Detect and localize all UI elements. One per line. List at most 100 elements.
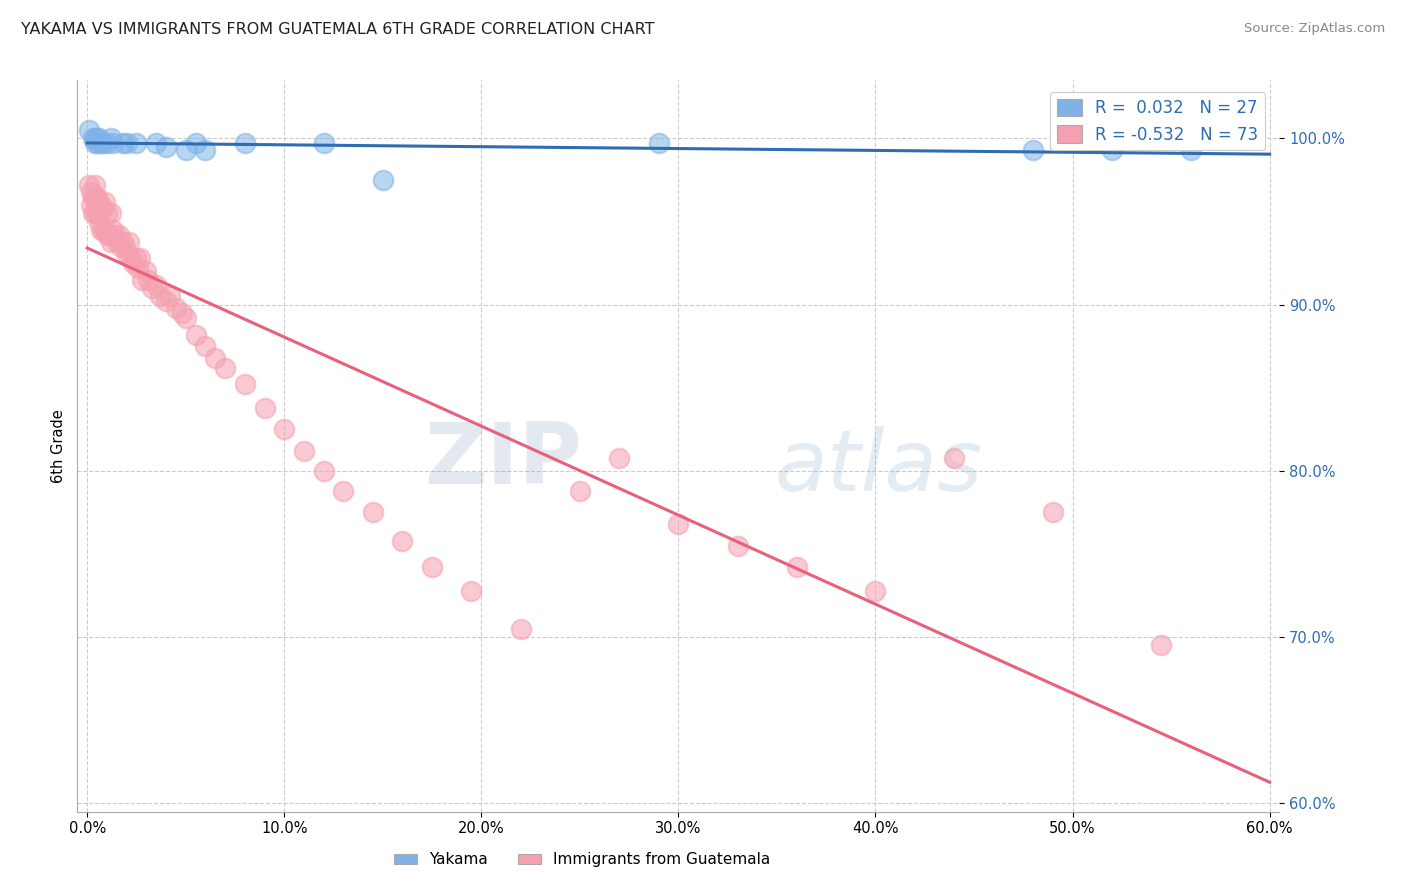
Point <box>94 194 117 209</box>
Point <box>943 450 966 465</box>
Point <box>90 223 112 237</box>
Point <box>174 310 197 325</box>
Point <box>96 206 118 220</box>
Point <box>136 273 159 287</box>
Point <box>105 235 128 249</box>
Point <box>111 136 134 151</box>
Point <box>77 178 100 192</box>
Point <box>80 185 103 199</box>
Point <box>141 281 163 295</box>
Point <box>273 422 295 436</box>
Point <box>1042 506 1064 520</box>
Point <box>121 256 143 270</box>
Point <box>101 136 124 151</box>
Point <box>86 194 108 209</box>
Point <box>100 131 122 145</box>
Point <box>174 143 197 157</box>
Point <box>149 289 172 303</box>
Point <box>110 239 132 253</box>
Point <box>292 444 315 458</box>
Point <box>86 131 108 145</box>
Point <box>115 248 138 262</box>
Point <box>101 223 124 237</box>
Text: ZIP: ZIP <box>425 419 582 502</box>
Text: YAKAMA VS IMMIGRANTS FROM GUATEMALA 6TH GRADE CORRELATION CHART: YAKAMA VS IMMIGRANTS FROM GUATEMALA 6TH … <box>21 22 655 37</box>
Point <box>1150 639 1173 653</box>
Point <box>84 131 107 145</box>
Point <box>107 227 129 242</box>
Point <box>647 136 669 151</box>
Point <box>145 277 167 292</box>
Point <box>86 136 108 151</box>
Point <box>84 206 107 220</box>
Point <box>82 131 104 145</box>
Point <box>87 194 110 209</box>
Point <box>131 273 153 287</box>
Point <box>104 227 127 242</box>
Point <box>214 360 236 375</box>
Legend: Yakama, Immigrants from Guatemala: Yakama, Immigrants from Guatemala <box>388 847 776 873</box>
Point <box>666 517 689 532</box>
Point <box>170 306 193 320</box>
Point <box>84 178 107 192</box>
Point <box>87 131 110 145</box>
Point <box>1180 143 1202 157</box>
Point <box>91 223 114 237</box>
Point <box>125 251 148 265</box>
Point <box>117 235 139 249</box>
Point <box>184 327 207 342</box>
Point <box>184 136 207 151</box>
Point <box>460 583 482 598</box>
Point <box>607 450 630 465</box>
Point <box>100 206 122 220</box>
Point <box>115 136 138 151</box>
Point <box>82 189 104 203</box>
Point <box>312 464 335 478</box>
Point <box>204 351 226 365</box>
Point <box>1022 143 1045 157</box>
Point <box>865 583 887 598</box>
Point <box>155 140 177 154</box>
Point <box>129 251 152 265</box>
Point <box>96 136 118 151</box>
Point <box>90 201 112 215</box>
Point <box>82 206 104 220</box>
Point <box>114 239 136 253</box>
Point <box>86 206 108 220</box>
Point <box>194 143 217 157</box>
Point <box>194 339 217 353</box>
Point <box>86 189 108 203</box>
Y-axis label: 6th Grade: 6th Grade <box>51 409 66 483</box>
Point <box>233 136 256 151</box>
Text: atlas: atlas <box>775 426 983 509</box>
Point <box>253 401 276 415</box>
Point <box>727 539 749 553</box>
Point <box>509 622 531 636</box>
Point <box>1101 143 1123 157</box>
Point <box>155 294 177 309</box>
Point <box>312 136 335 151</box>
Point <box>135 264 157 278</box>
Point <box>90 136 112 151</box>
Point <box>84 136 107 151</box>
Text: Source: ZipAtlas.com: Source: ZipAtlas.com <box>1244 22 1385 36</box>
Point <box>125 136 148 151</box>
Point <box>97 227 120 242</box>
Point <box>87 214 110 228</box>
Point <box>165 301 187 315</box>
Point <box>145 136 167 151</box>
Point <box>84 189 107 203</box>
Point <box>786 560 808 574</box>
Point <box>80 198 103 212</box>
Point <box>332 483 354 498</box>
Point <box>568 483 591 498</box>
Point <box>111 235 134 249</box>
Point <box>127 261 149 276</box>
Point <box>420 560 443 574</box>
Point <box>94 223 117 237</box>
Point <box>96 227 118 242</box>
Point <box>91 136 114 151</box>
Point <box>233 377 256 392</box>
Point <box>91 201 114 215</box>
Point <box>371 173 394 187</box>
